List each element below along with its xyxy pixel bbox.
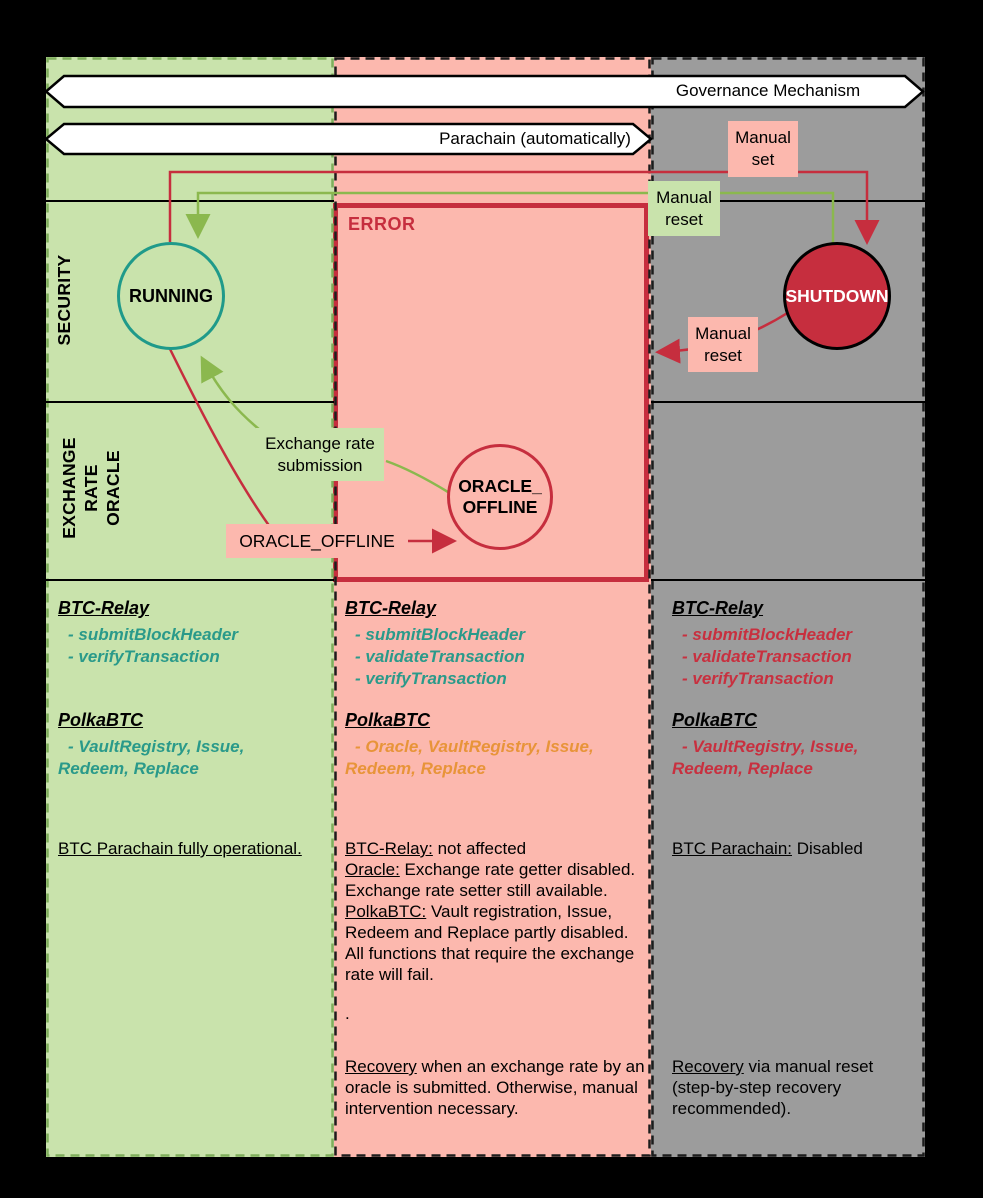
shutdown-polkabtc-block: PolkaBTC - VaultRegistry, Issue, Redeem,… (672, 710, 912, 780)
recovery-line: Recovery when an exchange rate by an ora… (345, 1056, 648, 1119)
running-btc-relay-block: BTC-Relay - submitBlockHeader - verifyTr… (58, 598, 324, 668)
recovery-rest: via manual reset (step-by-step recovery … (672, 1057, 874, 1118)
manual-reset-shutdown-label: Manual reset (688, 317, 758, 372)
recovery-lead: Recovery (345, 1057, 417, 1076)
btc-relay-heading: BTC-Relay (672, 598, 764, 618)
shutdown-recovery-block: Recovery via manual reset (step-by-step … (672, 1056, 912, 1119)
status-line: Oracle: Exchange rate getter disabled. E… (345, 859, 648, 901)
status-lead: PolkaBTC: (345, 902, 427, 921)
manual-set-label: Manual set (728, 121, 798, 177)
status-rest: Vault registration, Issue, Redeem and Re… (345, 902, 635, 984)
fn-item: - validateTransaction (682, 647, 852, 666)
error-status-block: BTC-Relay: not affected Oracle: Exchange… (345, 838, 648, 1024)
manual-reset-governance-label: Manual reset (648, 181, 720, 236)
status-line: BTC Parachain: Disabled (672, 838, 912, 859)
shutdown-btc-relay-block: BTC-Relay - submitBlockHeader - validate… (672, 598, 912, 690)
polkabtc-heading: PolkaBTC (58, 710, 144, 730)
btc-relay-heading: BTC-Relay (58, 598, 150, 618)
running-polkabtc-block: PolkaBTC - VaultRegistry, Issue, Redeem,… (58, 710, 324, 780)
transition-shutdown-to-running-manual-reset (185, 191, 835, 243)
status-lead: BTC Parachain fully operational. (58, 839, 302, 858)
transition-running-to-shutdown-manual-set (168, 170, 880, 245)
transition-running-to-oracle-offline-curve (167, 346, 272, 528)
fn-item: - VaultRegistry, Issue, Redeem, Replace (58, 737, 245, 778)
fn-item: - submitBlockHeader (682, 625, 853, 644)
status-line: BTC Parachain fully operational. (58, 838, 324, 859)
error-column-border (334, 57, 651, 1157)
parachain-banner-shape (44, 122, 653, 156)
status-rest: . (345, 1004, 350, 1023)
running-state-circle: RUNNING (117, 242, 225, 350)
fn-item: - Oracle, VaultRegistry, Issue, Redeem, … (345, 737, 594, 778)
btc-relay-heading: BTC-Relay (345, 598, 437, 618)
polkabtc-heading: PolkaBTC (672, 710, 758, 730)
error-state-box: ERROR (333, 203, 649, 582)
recovery-line: Recovery via manual reset (step-by-step … (672, 1056, 912, 1119)
running-column-border (46, 57, 334, 1157)
exchange-rate-submission-label: Exchange rate submission (256, 428, 384, 481)
column-error-state (334, 57, 651, 1157)
status-rest: not affected (432, 839, 527, 858)
error-polkabtc-block: PolkaBTC - Oracle, VaultRegistry, Issue,… (345, 710, 648, 780)
oracle-offline-transition-label: ORACLE_OFFLINE (226, 524, 408, 558)
status-rest: Disabled (792, 839, 863, 858)
governance-banner-shape (44, 74, 925, 109)
oracle-offline-state-circle: ORACLE_ OFFLINE (447, 444, 553, 550)
polkabtc-heading: PolkaBTC (345, 710, 431, 730)
error-btc-relay-block: BTC-Relay - submitBlockHeader - validate… (345, 598, 648, 690)
recovery-lead: Recovery (672, 1057, 744, 1076)
recovery-rest: when an exchange rate by an oracle is su… (345, 1057, 645, 1118)
status-lead: Oracle: (345, 860, 400, 879)
status-rest: Exchange rate getter disabled. Exchange … (345, 860, 636, 900)
shutdown-column-border (651, 57, 925, 1157)
fn-item: - verifyTransaction (68, 647, 220, 666)
transition-oracle-to-running-curve (385, 459, 449, 494)
fn-item: - VaultRegistry, Issue, Redeem, Replace (672, 737, 859, 778)
exchange-rate-oracle-section-label: EXCHANGE RATE ORACLE (59, 437, 123, 539)
shutdown-status-block: BTC Parachain: Disabled (672, 838, 912, 859)
status-line: BTC-Relay: not affected (345, 838, 648, 859)
fn-item: - validateTransaction (355, 647, 525, 666)
fn-item: - verifyTransaction (682, 669, 834, 688)
security-section-label: SECURITY (54, 254, 74, 346)
transition-exchange-rate-submission-arrow (200, 355, 261, 431)
fn-item: - submitBlockHeader (68, 625, 239, 644)
governance-banner-label: Governance Mechanism (675, 81, 861, 100)
status-line: . (345, 1003, 648, 1024)
error-state-title: ERROR (348, 214, 416, 234)
status-lead: BTC-Relay: (345, 839, 433, 858)
parachain-banner-label: Parachain (automatically) (439, 129, 631, 148)
fn-item: - submitBlockHeader (355, 625, 526, 644)
shutdown-state-circle: SHUTDOWN (783, 242, 891, 350)
status-line: PolkaBTC: Vault registration, Issue, Red… (345, 901, 648, 985)
status-lead: BTC Parachain: (672, 839, 792, 858)
error-recovery-block: Recovery when an exchange rate by an ora… (345, 1056, 648, 1119)
column-running-state (46, 57, 334, 1157)
running-status-block: BTC Parachain fully operational. (58, 838, 324, 859)
fn-item: - verifyTransaction (355, 669, 507, 688)
